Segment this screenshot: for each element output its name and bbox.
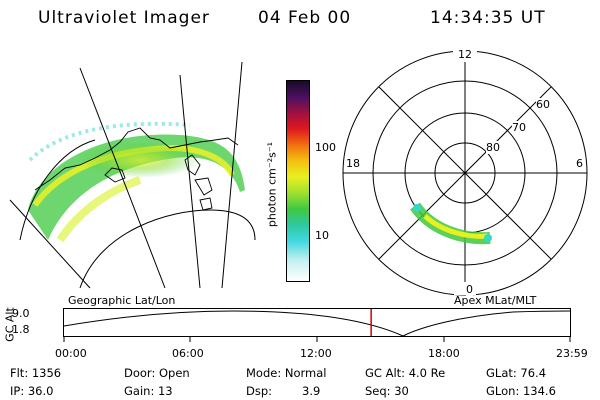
orbit-ytick-top: 9.0	[12, 307, 30, 320]
geographic-map	[9, 61, 256, 289]
mlat-label-70: 70	[512, 121, 526, 134]
apex-caption: Apex MLat/MLT	[454, 294, 537, 307]
geographic-longitude: GLon: 134.6	[486, 384, 556, 398]
aurora-oval-geographic	[28, 121, 245, 243]
mlat-label-60: 60	[536, 98, 550, 111]
mlt-label-6: 6	[576, 157, 583, 170]
time-tick-1800: 18:00	[428, 347, 460, 360]
ip-value: IP: 36.0	[10, 384, 54, 398]
mlt-label-12: 12	[458, 48, 472, 61]
colorbar-tick-10: 10	[315, 229, 329, 242]
colorbar-tick-100: 100	[315, 141, 336, 154]
polar-mlt-plot	[342, 49, 588, 296]
door-status: Door: Open	[124, 366, 190, 380]
time-tick-0000: 00:00	[55, 347, 87, 360]
coastline	[34, 127, 239, 211]
flight-number: Flt: 1356	[10, 366, 62, 380]
time-label: 14:34:35 UT	[430, 8, 546, 28]
instrument-title: Ultraviolet Imager	[38, 8, 210, 28]
time-tick-0600: 06:00	[172, 347, 204, 360]
dsp-value: 3.9	[302, 384, 321, 398]
orbit-ytick-bottom: 1.8	[12, 323, 30, 336]
map-grid	[9, 61, 256, 289]
sequence-number: Seq: 30	[365, 384, 409, 398]
date-label: 04 Feb 00	[258, 8, 352, 28]
geographic-caption: Geographic Lat/Lon	[68, 294, 176, 307]
time-tick-1200: 12:00	[300, 347, 332, 360]
colorbar-unit-label: photon cm⁻²s⁻¹	[265, 141, 279, 228]
gc-altitude: GC Alt: 4.0 Re	[365, 366, 446, 380]
mlat-label-80: 80	[486, 141, 500, 154]
mode-value: Mode: Normal	[246, 366, 327, 380]
orbit-altitude-plot	[63, 308, 571, 342]
aurora-oval-polar	[410, 202, 492, 245]
time-tick-2359: 23:59	[556, 347, 588, 360]
mlt-label-0: 0	[466, 283, 473, 296]
gain-value: Gain: 13	[124, 384, 173, 398]
colorbar	[286, 80, 310, 282]
dsp-label: Dsp:	[246, 384, 273, 398]
mlt-label-18: 18	[346, 157, 360, 170]
geographic-latitude: GLat: 76.4	[486, 366, 547, 380]
